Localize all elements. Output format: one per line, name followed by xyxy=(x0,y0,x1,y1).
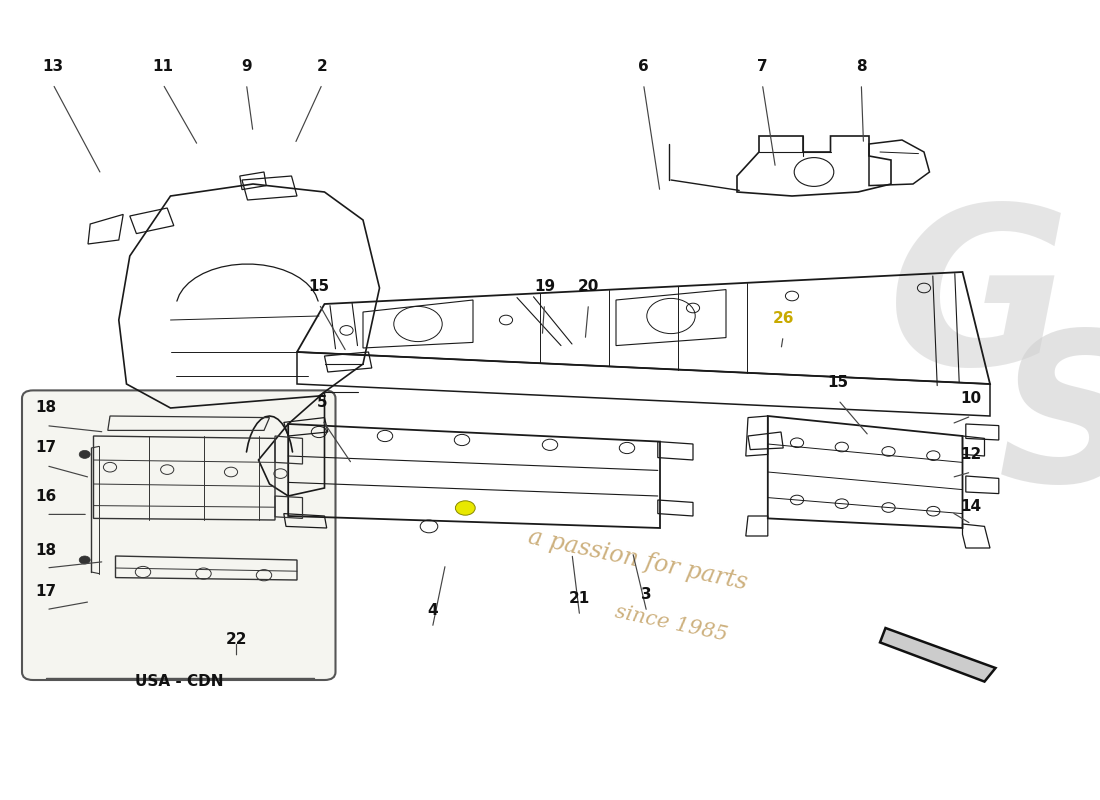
Text: 17: 17 xyxy=(35,440,57,455)
Text: 11: 11 xyxy=(152,58,174,74)
Text: 6: 6 xyxy=(638,58,649,74)
Text: 26: 26 xyxy=(772,310,794,326)
Text: 16: 16 xyxy=(35,489,57,504)
Text: 19: 19 xyxy=(534,278,556,294)
Polygon shape xyxy=(880,628,996,682)
Text: 21: 21 xyxy=(569,590,591,606)
Text: 13: 13 xyxy=(42,58,64,74)
Text: G: G xyxy=(888,197,1070,411)
Text: 2: 2 xyxy=(317,58,328,74)
Text: 3: 3 xyxy=(641,586,652,602)
Text: 15: 15 xyxy=(308,278,330,294)
Text: 8: 8 xyxy=(856,58,867,74)
Circle shape xyxy=(455,501,475,515)
Text: USA - CDN: USA - CDN xyxy=(135,674,223,689)
Text: 4: 4 xyxy=(427,602,438,618)
Text: 15: 15 xyxy=(827,374,849,390)
Text: 18: 18 xyxy=(35,542,57,558)
Text: 17: 17 xyxy=(35,584,57,599)
Text: a passion for parts: a passion for parts xyxy=(526,526,750,594)
Text: 22: 22 xyxy=(226,632,248,647)
Text: S: S xyxy=(998,323,1100,525)
Text: since 1985: since 1985 xyxy=(613,602,729,646)
Text: 12: 12 xyxy=(960,446,982,462)
Text: 7: 7 xyxy=(757,58,768,74)
Circle shape xyxy=(79,556,90,564)
Text: 5: 5 xyxy=(317,394,328,410)
Text: 10: 10 xyxy=(960,390,982,406)
Text: 18: 18 xyxy=(35,400,57,415)
Text: 14: 14 xyxy=(960,498,982,514)
Text: 9: 9 xyxy=(241,58,252,74)
Text: 20: 20 xyxy=(578,278,600,294)
FancyBboxPatch shape xyxy=(22,390,336,680)
Circle shape xyxy=(79,450,90,458)
